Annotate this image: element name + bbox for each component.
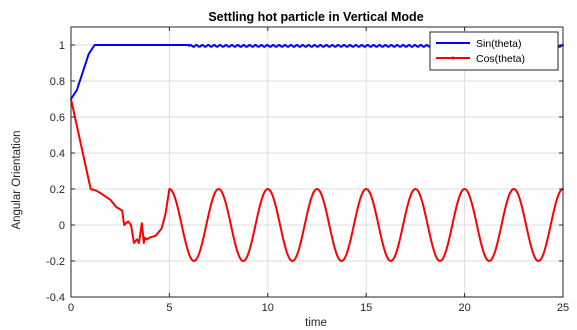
x-tick-label: 15 (360, 302, 372, 314)
y-tick-label: 0.8 (50, 76, 65, 88)
x-tick-label: 0 (68, 302, 74, 314)
y-tick-label: 0.4 (50, 148, 65, 160)
legend-label: Cos(theta) (476, 53, 525, 65)
y-tick-label: 0.6 (50, 112, 65, 124)
series-line-cos-theta (70, 98, 564, 262)
y-tick-label: -0.2 (46, 256, 65, 268)
x-tick-label: 5 (166, 302, 172, 314)
y-tick-label: -0.4 (46, 292, 65, 304)
x-axis-title: time (305, 317, 327, 329)
legend-marker (451, 56, 455, 60)
x-tick-label: 20 (458, 302, 470, 314)
x-tick-label: 10 (262, 302, 274, 314)
chart-title: Settling hot particle in Vertical Mode (208, 10, 423, 24)
plot-area (71, 27, 563, 297)
y-tick-label: 1 (59, 40, 65, 52)
ticks: 0 5 10 15 20 25 -0.4 -0.2 0 0.2 0.4 0.6 0.8 1 (46, 27, 569, 314)
legend-label: Sin(theta) (476, 38, 522, 50)
legend: Sin(theta) Cos(theta) (429, 31, 559, 71)
y-tick-label: 0.2 (50, 184, 65, 196)
plot-border (70, 26, 564, 298)
x-tick-label: 25 (557, 302, 569, 314)
y-tick-label: 0 (59, 220, 65, 232)
legend-box (429, 31, 559, 71)
y-axis-title: Angular Orientation (11, 130, 23, 229)
